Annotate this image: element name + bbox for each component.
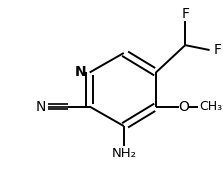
Text: F: F [181,7,189,21]
Text: NH₂: NH₂ [111,147,136,160]
Text: CH₃: CH₃ [199,100,222,113]
Text: F: F [213,43,221,57]
Text: N: N [75,66,87,79]
Text: O: O [178,100,189,114]
Text: N: N [36,100,46,114]
